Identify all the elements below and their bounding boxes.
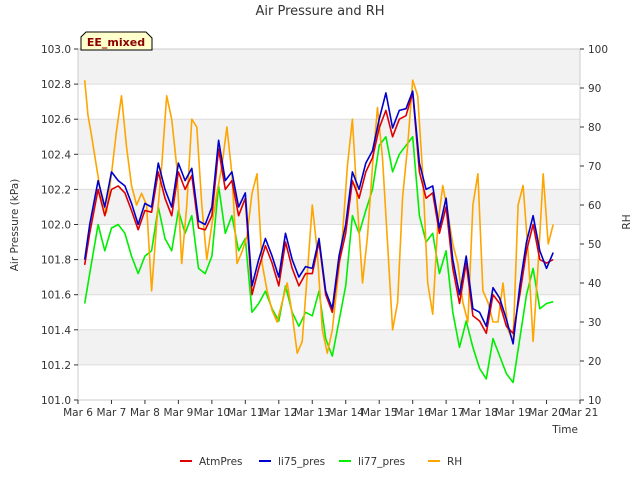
legend: AtmPres li75_pres li77_pres RH [180,456,462,468]
x-tick-label: Mar 17 [428,407,465,419]
legend-item: li75_pres [259,456,325,468]
grid-band [78,49,580,85]
y2-tick-label: 90 [588,83,601,95]
dataset-badge: EE_mixed [80,31,153,51]
y2-tick-label: 70 [588,161,601,173]
y-tick-label: 102.8 [41,79,71,91]
y-axis-ticks: 101.0 101.2 101.4 101.6 101.8 102.0 102.2 102.4… [41,44,78,407]
y-tick-label: 102.0 [41,220,71,232]
y-tick-label: 101.2 [41,360,71,372]
grid-band [78,119,580,155]
legend-label: li75_pres [278,456,325,468]
y-tick-label: 101.4 [41,325,71,337]
y-tick-label: 101.0 [41,395,71,407]
x-tick-label: Mar 13 [294,407,331,419]
y2-tick-label: 20 [588,356,601,368]
x-tick-label: Mar 21 [562,407,599,419]
legend-label: AtmPres [199,456,243,468]
y-tick-label: 102.6 [41,114,71,126]
y-axis-label: Air Pressure (kPa) [9,179,21,272]
badge-text: EE_mixed [87,36,145,49]
grid-band [78,259,580,295]
x-tick-label: Mar 7 [97,407,127,419]
chart-title: Air Pressure and RH [255,4,384,19]
x-tick-label: Mar 19 [495,407,532,419]
x-tick-label: Mar 10 [194,407,231,419]
badge-shape [80,31,153,51]
y2-axis-label: RH [621,214,633,229]
y2-tick-label: 50 [588,239,601,251]
y-tick-label: 101.6 [41,290,71,302]
y-tick-label: 101.8 [41,255,71,267]
legend-label: li77_pres [358,456,405,468]
y2-tick-label: 80 [588,122,601,134]
y2-tick-label: 30 [588,317,601,329]
legend-item: li77_pres [339,456,405,468]
x-tick-label: Mar 15 [361,407,398,419]
x-tick-label: Mar 8 [130,407,160,419]
y2-tick-label: 40 [588,278,601,290]
grid-bands [78,49,580,365]
x-tick-label: Mar 14 [327,407,364,419]
x-axis-label: Time [551,424,578,436]
series-line-li75-pres [83,90,554,345]
x-tick-label: Mar 20 [528,407,565,419]
y2-tick-label: 60 [588,200,601,212]
grid-band [78,189,580,225]
x-tick-label: Mar 11 [227,407,264,419]
legend-item: AtmPres [180,456,243,468]
x-tick-label: Mar 6 [63,407,93,419]
y-tick-label: 103.0 [41,44,71,56]
x-tick-label: Mar 12 [261,407,298,419]
legend-item: RH [428,456,462,468]
x-tick-label: Mar 18 [461,407,498,419]
x-tick-label: Mar 16 [394,407,431,419]
y2-tick-label: 10 [588,395,601,407]
series-line-li77-pres [83,136,554,384]
series-layer [83,79,554,384]
legend-label: RH [447,456,462,468]
y-tick-label: 102.2 [41,184,71,196]
x-tick-label: Mar 9 [163,407,193,419]
y-tick-label: 102.4 [41,149,71,161]
y2-axis-ticks: 10 20 30 40 50 60 70 80 90 100 [580,44,608,407]
y2-tick-label: 100 [588,44,608,56]
